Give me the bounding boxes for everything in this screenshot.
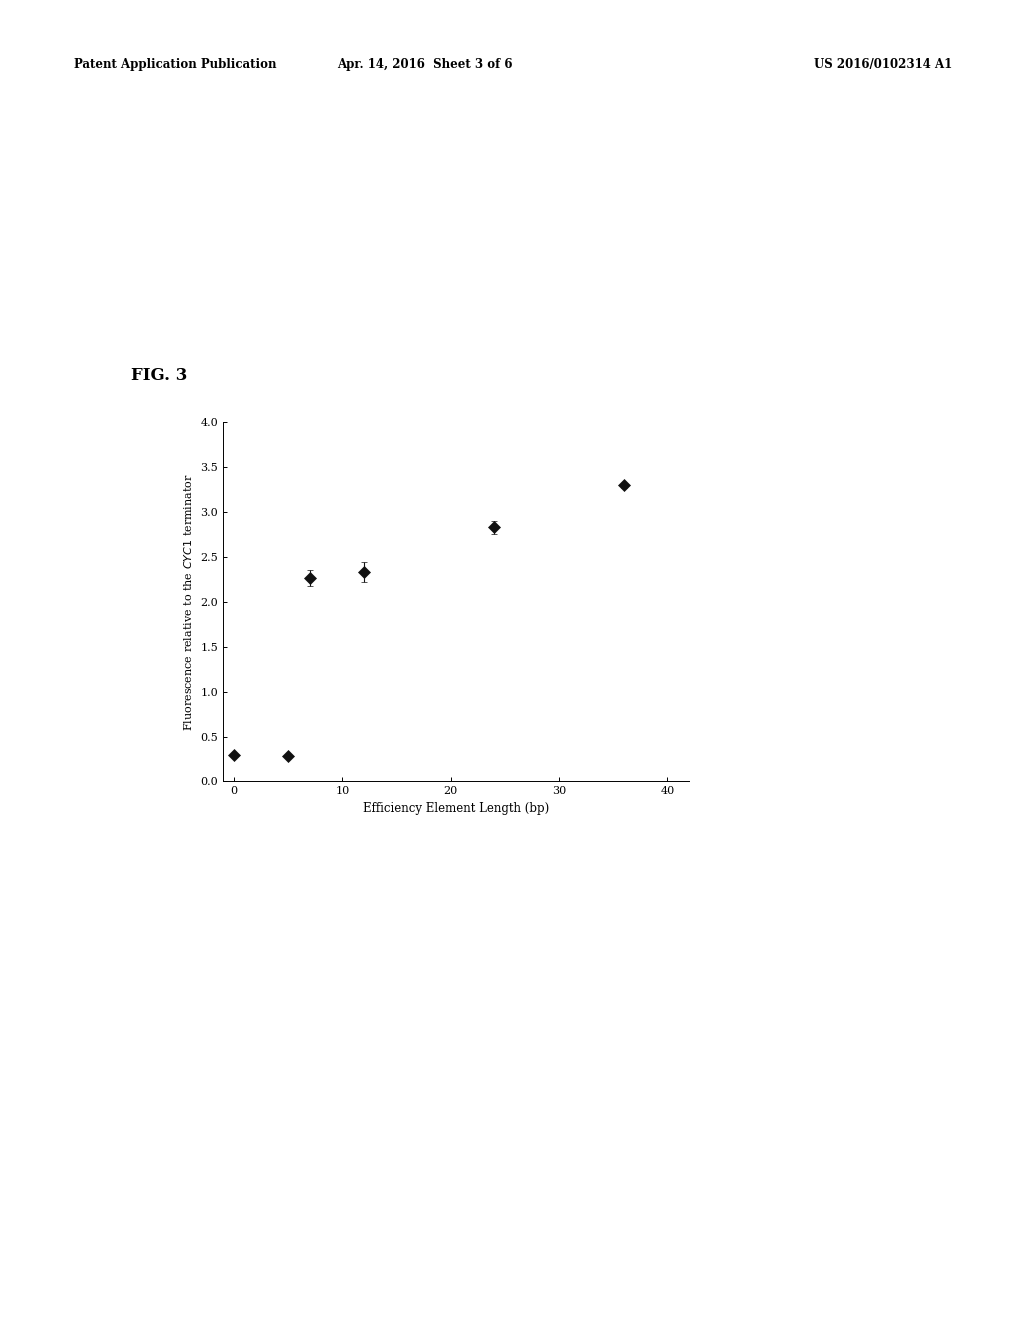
Text: US 2016/0102314 A1: US 2016/0102314 A1 bbox=[814, 58, 952, 71]
Y-axis label: Fluorescence relative to the $\mathit{CYC1}$ terminator: Fluorescence relative to the $\mathit{CY… bbox=[181, 473, 194, 731]
X-axis label: Efficiency Element Length (bp): Efficiency Element Length (bp) bbox=[364, 801, 549, 814]
Text: Apr. 14, 2016  Sheet 3 of 6: Apr. 14, 2016 Sheet 3 of 6 bbox=[337, 58, 513, 71]
Text: FIG. 3: FIG. 3 bbox=[131, 367, 187, 384]
Text: Patent Application Publication: Patent Application Publication bbox=[74, 58, 276, 71]
